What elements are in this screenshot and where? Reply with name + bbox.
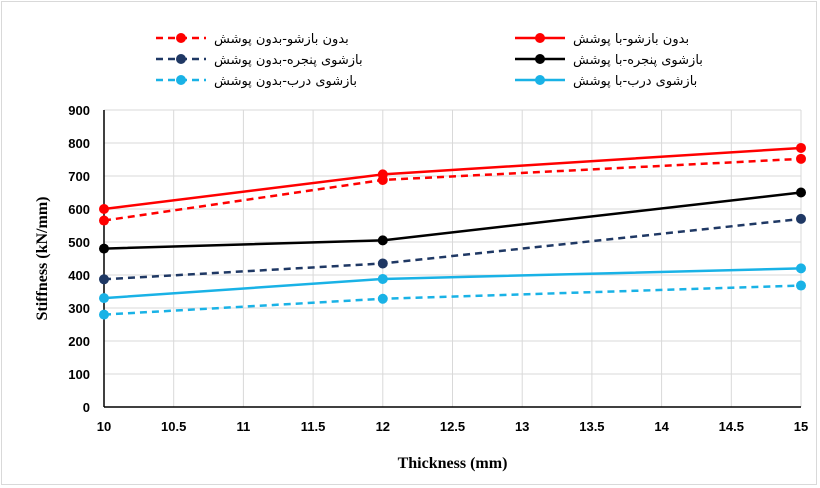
y-tick-label: 100: [68, 367, 90, 382]
data-point: [377, 169, 388, 180]
x-tick-label: 13: [515, 419, 529, 434]
axes: [103, 110, 801, 408]
data-point: [796, 187, 806, 198]
data-point: [377, 293, 388, 304]
legend-label: بدون بازشو-با پوشش: [573, 32, 689, 47]
data-point: [796, 153, 806, 164]
legend: بدون بازشو-بدون پوشش بدون بازشو-با پوشش با…: [156, 32, 703, 89]
y-tick-label: 400: [68, 268, 90, 283]
legend-marker: [535, 54, 545, 64]
y-axis-label: Stiffness (kN/mm): [34, 197, 51, 321]
legend-marker: [535, 75, 545, 85]
data-point: [99, 243, 109, 254]
data-point: [796, 213, 806, 224]
x-tick-label: 12.5: [440, 419, 465, 434]
y-tick-label: 800: [68, 136, 90, 151]
x-tick-label: 13.5: [579, 419, 604, 434]
y-tick-label: 200: [68, 334, 90, 349]
y-tick-label: 500: [68, 235, 90, 250]
data-point: [377, 258, 388, 269]
data-point: [99, 274, 109, 285]
x-tick-label: 15: [794, 419, 808, 434]
x-tick-label: 14: [654, 419, 669, 434]
legend-marker: [176, 33, 186, 43]
legend-label: بازشوی درب-با پوشش: [573, 74, 697, 89]
legend-label: بازشوی پنجره-بدون پوشش: [214, 53, 363, 68]
x-tick-label: 10.5: [161, 419, 186, 434]
data-point: [99, 309, 109, 320]
y-tick-label: 300: [68, 301, 90, 316]
gridlines: [104, 109, 802, 407]
y-tick-label: 0: [83, 400, 90, 415]
x-tick-label: 10: [97, 419, 111, 434]
legend-marker: [535, 33, 545, 43]
legend-marker: [176, 54, 186, 64]
x-tick-label: 14.5: [719, 419, 744, 434]
data-point: [377, 273, 388, 284]
legend-label: بازشوی پنجره-با پوشش: [573, 53, 703, 68]
tick-labels: 0 100 200 300 400 500 600 700 800 900 10 10.5 11 11.5…: [68, 103, 808, 434]
data-point: [99, 204, 109, 214]
y-tick-label: 600: [68, 202, 90, 217]
data-point: [796, 142, 806, 153]
legend-label: بازشوی درب-بدون پوشش: [214, 74, 357, 89]
y-tick-label: 700: [68, 169, 90, 184]
data-point: [796, 280, 806, 291]
x-tick-label: 12: [376, 419, 390, 434]
x-axis-label: Thickness (mm): [398, 455, 508, 472]
series-lines: [99, 142, 806, 320]
data-point: [377, 235, 388, 246]
y-tick-label: 900: [68, 103, 90, 118]
x-tick-label: 11.5: [301, 419, 326, 434]
x-tick-label: 11: [237, 419, 251, 434]
data-point: [99, 293, 109, 304]
data-point: [796, 263, 806, 274]
legend-label: بدون بازشو-بدون پوشش: [214, 32, 349, 47]
legend-marker: [176, 75, 186, 85]
data-point: [99, 215, 109, 226]
